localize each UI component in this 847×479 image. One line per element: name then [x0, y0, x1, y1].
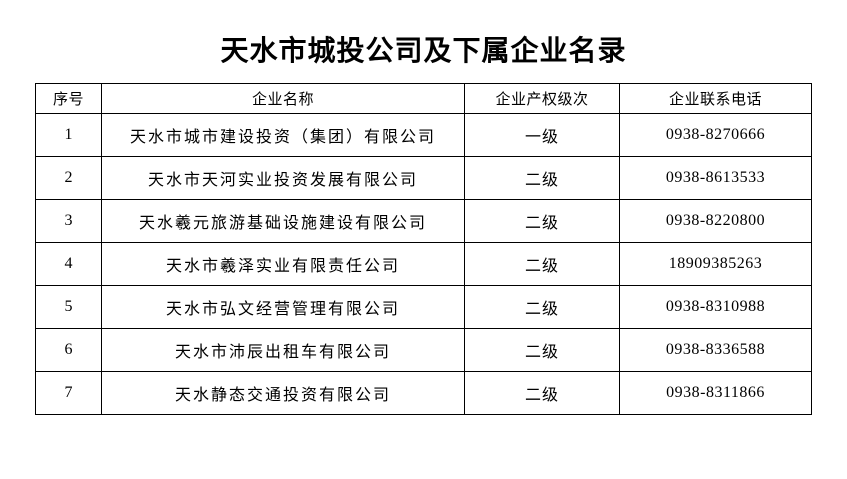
header-property-level: 企业产权级次	[464, 83, 620, 114]
table-row: 1 天水市城市建设投资（集团）有限公司 一级 0938-8270666	[35, 113, 812, 157]
table-row: 6 天水市沛辰出租车有限公司 二级 0938-8336588	[35, 328, 812, 372]
property-level-cell: 二级	[464, 285, 620, 329]
company-name-cell: 天水市沛辰出租车有限公司	[101, 328, 465, 372]
contact-phone-cell: 0938-8220800	[619, 199, 812, 243]
property-level-cell: 二级	[464, 156, 620, 200]
serial-number-cell: 3	[35, 199, 102, 243]
serial-number-cell: 2	[35, 156, 102, 200]
company-directory-table: 序号 企业名称 企业产权级次 企业联系电话 1 天水市城市建设投资（集团）有限公…	[35, 83, 812, 415]
company-name-cell: 天水静态交通投资有限公司	[101, 371, 465, 415]
serial-number-cell: 4	[35, 242, 102, 286]
property-level-cell: 二级	[464, 328, 620, 372]
property-level-cell: 二级	[464, 242, 620, 286]
table-row: 5 天水市弘文经营管理有限公司 二级 0938-8310988	[35, 285, 812, 329]
serial-number-cell: 6	[35, 328, 102, 372]
table-header: 序号 企业名称 企业产权级次 企业联系电话	[35, 83, 812, 114]
header-serial-number: 序号	[35, 83, 102, 114]
table-row: 4 天水市羲泽实业有限责任公司 二级 18909385263	[35, 242, 812, 286]
page-title: 天水市城投公司及下属企业名录	[220, 36, 627, 67]
company-name-cell: 天水市天河实业投资发展有限公司	[101, 156, 465, 200]
table-header-row: 序号 企业名称 企业产权级次 企业联系电话	[35, 83, 812, 114]
contact-phone-cell: 18909385263	[619, 242, 812, 286]
header-company-name: 企业名称	[101, 83, 465, 114]
contact-phone-cell: 0938-8310988	[619, 285, 812, 329]
serial-number-cell: 1	[35, 113, 102, 157]
contact-phone-cell: 0938-8270666	[619, 113, 812, 157]
company-name-cell: 天水市羲泽实业有限责任公司	[101, 242, 465, 286]
table-row: 3 天水羲元旅游基础设施建设有限公司 二级 0938-8220800	[35, 199, 812, 243]
table-row: 7 天水静态交通投资有限公司 二级 0938-8311866	[35, 371, 812, 415]
header-contact-phone: 企业联系电话	[619, 83, 812, 114]
property-level-cell: 二级	[464, 371, 620, 415]
company-name-cell: 天水市弘文经营管理有限公司	[101, 285, 465, 329]
contact-phone-cell: 0938-8336588	[619, 328, 812, 372]
contact-phone-cell: 0938-8613533	[619, 156, 812, 200]
property-level-cell: 一级	[464, 113, 620, 157]
company-name-cell: 天水羲元旅游基础设施建设有限公司	[101, 199, 465, 243]
table-body: 1 天水市城市建设投资（集团）有限公司 一级 0938-8270666 2 天水…	[35, 113, 812, 415]
company-name-cell: 天水市城市建设投资（集团）有限公司	[101, 113, 465, 157]
property-level-cell: 二级	[464, 199, 620, 243]
serial-number-cell: 7	[35, 371, 102, 415]
serial-number-cell: 5	[35, 285, 102, 329]
contact-phone-cell: 0938-8311866	[619, 371, 812, 415]
table-row: 2 天水市天河实业投资发展有限公司 二级 0938-8613533	[35, 156, 812, 200]
